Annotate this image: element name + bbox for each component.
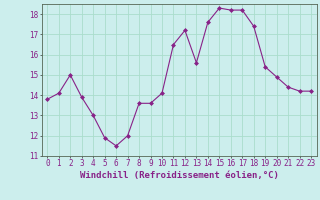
X-axis label: Windchill (Refroidissement éolien,°C): Windchill (Refroidissement éolien,°C) (80, 171, 279, 180)
